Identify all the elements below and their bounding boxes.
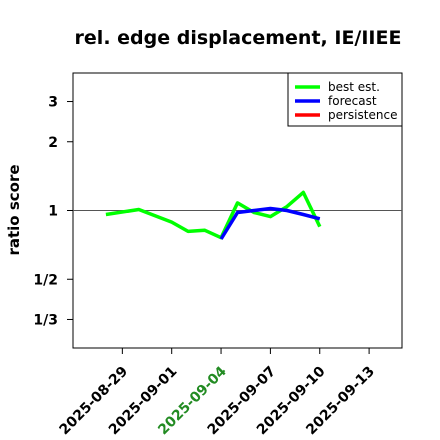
ticks-layer: 1/31/21232025-08-292025-09-012025-09-042… — [33, 95, 378, 439]
y-tick-label: 2 — [48, 135, 58, 151]
legend-label: forecast — [328, 94, 377, 108]
legend-label: persistence — [328, 108, 397, 122]
y-tick-label: 1/3 — [33, 312, 58, 328]
series-line-best-est — [105, 190, 322, 240]
y-tick-label: 3 — [48, 95, 58, 111]
y-tick-label: 1 — [48, 204, 58, 220]
chart-title: rel. edge displacement, IE/IIEE — [75, 27, 402, 49]
series-layer — [105, 190, 322, 240]
legend-label: best est. — [328, 80, 380, 94]
series-line-forecast — [219, 206, 321, 240]
y-tick-label: 1/2 — [33, 272, 58, 288]
y-axis-label: ratio score — [5, 164, 23, 255]
